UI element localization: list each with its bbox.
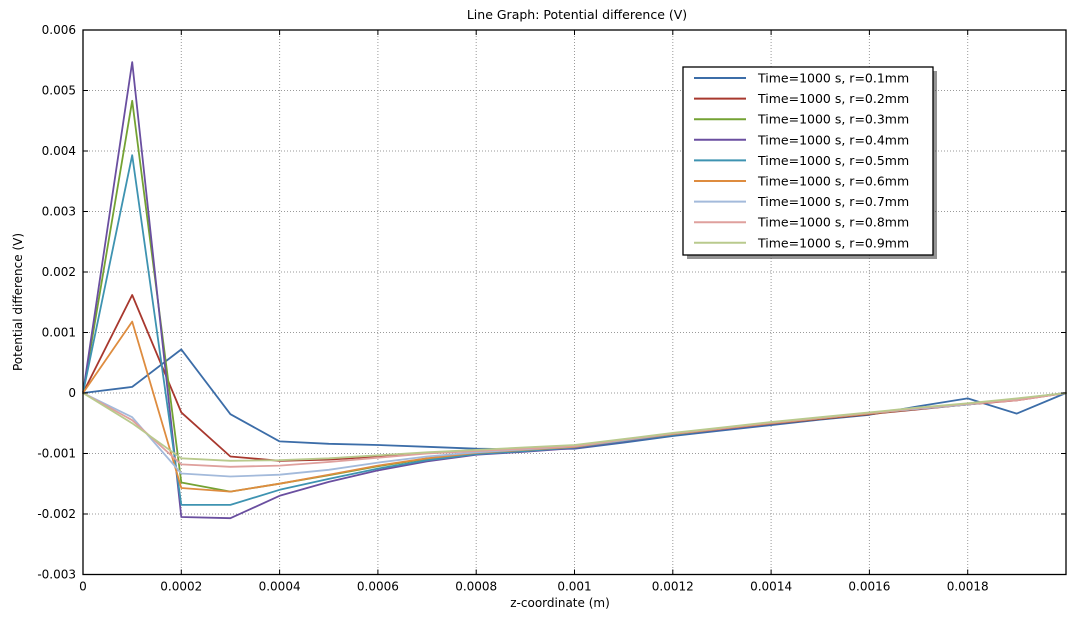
y-tick-label: 0.001 <box>42 326 76 340</box>
x-tick-label: 0.0002 <box>160 580 202 594</box>
x-tick-label: 0.0016 <box>848 580 890 594</box>
x-tick-label: 0 <box>79 580 87 594</box>
legend-label: Time=1000 s, r=0.4mm <box>757 132 909 147</box>
x-tick-label: 0.0006 <box>357 580 399 594</box>
legend: Time=1000 s, r=0.1mm Time=1000 s, r=0.2mm… <box>682 66 937 259</box>
legend-label: Time=1000 s, r=0.3mm <box>757 112 909 127</box>
x-axis-label: z-coordinate (m) <box>510 596 610 610</box>
y-tick-label: 0 <box>68 386 76 400</box>
x-tick-labels: 0 0.0002 0.0004 0.0006 0.0008 0.001 0.0012 0.00… <box>79 580 989 594</box>
legend-label: Time=1000 s, r=0.8mm <box>757 215 909 230</box>
y-tick-label: -0.002 <box>37 507 76 521</box>
y-tick-label: -0.003 <box>37 568 76 582</box>
legend-label: Time=1000 s, r=0.7mm <box>757 194 909 209</box>
x-tick-label: 0.0008 <box>455 580 497 594</box>
y-tick-label: 0.006 <box>42 23 76 37</box>
legend-label: Time=1000 s, r=0.9mm <box>757 235 909 250</box>
legend-label: Time=1000 s, r=0.6mm <box>757 174 909 189</box>
y-tick-label: 0.005 <box>42 84 76 98</box>
y-tick-label: 0.004 <box>42 144 76 158</box>
chart-title: Line Graph: Potential difference (V) <box>467 7 687 22</box>
legend-label: Time=1000 s, r=0.1mm <box>757 71 909 86</box>
x-tick-label: 0.001 <box>557 580 591 594</box>
legend-label: Time=1000 s, r=0.2mm <box>757 91 909 106</box>
y-tick-label: 0.002 <box>42 265 76 279</box>
x-tick-label: 0.0004 <box>259 580 301 594</box>
x-tick-label: 0.0012 <box>652 580 694 594</box>
y-tick-label: 0.003 <box>42 205 76 219</box>
y-tick-label: -0.001 <box>37 447 76 461</box>
y-axis-label: Potential difference (V) <box>11 233 25 371</box>
axis-ticks <box>82 29 1066 575</box>
x-tick-label: 0.0014 <box>750 580 792 594</box>
x-tick-label: 0.0018 <box>947 580 989 594</box>
series-line-time-1000-s-r-0.9mm <box>82 392 1067 462</box>
series-lines <box>82 61 1067 520</box>
y-tick-labels: -0.003 -0.002 -0.001 0 0.001 0.002 0.003 0.004 0… <box>37 23 76 582</box>
legend-label: Time=1000 s, r=0.5mm <box>757 153 909 168</box>
